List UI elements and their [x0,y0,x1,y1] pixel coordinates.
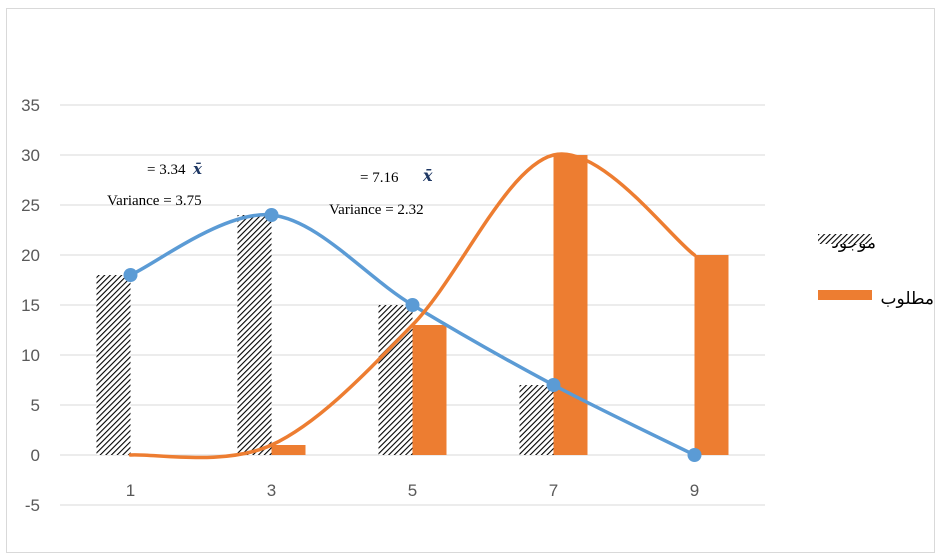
x-tick-label: 7 [549,481,558,500]
xbar-symbol-1: x̄ [192,160,203,178]
x-tick-label: 3 [267,481,276,500]
legend-label-required: مطلوب [881,289,934,309]
curve-marker-0-3 [547,378,561,392]
bar-series-0-cat-3 [238,215,272,455]
curve-marker-0-1 [265,208,279,222]
x-axis-ticks: 1 3 5 7 9 [126,481,699,500]
annotation-group-1: = 3.34 x̄ Variance = 3.75 [107,160,203,209]
legend-swatch-required [818,290,872,300]
bar-series-0-cat-5 [379,305,413,455]
x-tick-label: 1 [126,481,135,500]
legend-swatch-existing [818,234,872,244]
legend-item-existing: موجود [818,233,876,253]
curve-marker-0-4 [688,448,702,462]
bar-series-1-cat-9 [695,255,729,455]
y-tick-label: 10 [21,346,40,365]
bar-series-1-cat-5 [413,325,447,455]
y-tick-label: 30 [21,146,40,165]
annotation-mean-1: = 3.34 [147,162,186,178]
y-tick-label: -5 [25,496,40,515]
x-tick-label: 5 [408,481,417,500]
annotation-group-2: = 7.16 x̄ Variance = 2.32 [329,166,433,218]
xbar-symbol-2: x̄ [422,166,433,185]
curve-marker-0-0 [124,268,138,282]
x-tick-label: 9 [690,481,699,500]
bar-series-0-cat-7 [520,385,554,455]
legend: موجود مطلوب [818,233,934,309]
bar-series-1-cat-3 [272,445,306,455]
y-tick-label: 35 [21,96,40,115]
y-tick-label: 5 [31,396,40,415]
y-axis-ticks: -5 0 5 10 15 20 25 30 35 [21,96,40,515]
bar-series-0-cat-1 [97,275,131,455]
curve-marker-0-2 [406,298,420,312]
y-tick-label: 20 [21,246,40,265]
legend-item-required: مطلوب [818,289,934,309]
y-tick-label: 15 [21,296,40,315]
annotation-mean-2: = 7.16 [360,170,399,186]
bar-series-1-cat-7 [554,155,588,455]
annotation-variance-2: Variance = 2.32 [329,202,424,218]
y-tick-label: 0 [31,446,40,465]
annotation-variance-1: Variance = 3.75 [107,193,202,209]
y-tick-label: 25 [21,196,40,215]
